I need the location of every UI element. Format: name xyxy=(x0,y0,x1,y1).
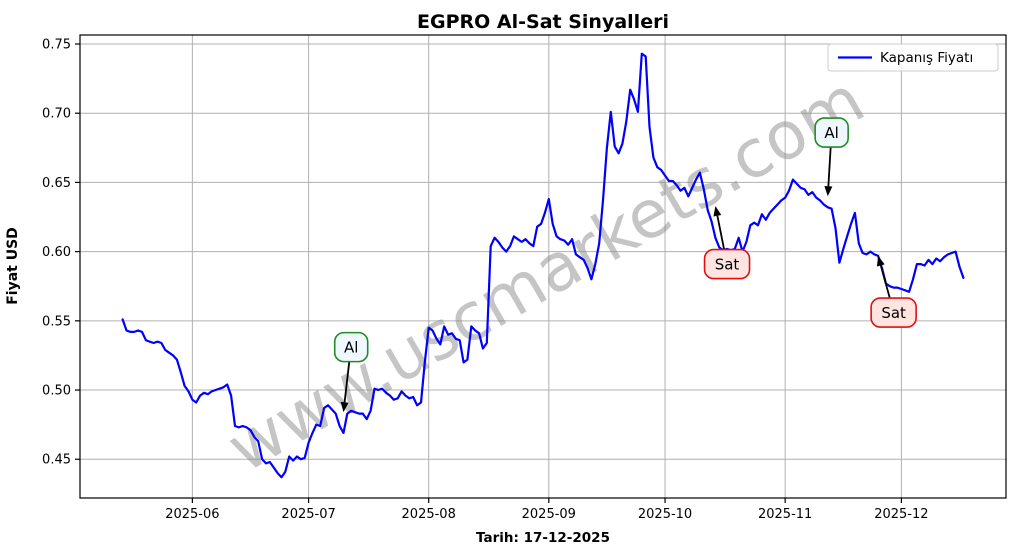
buy-signal-box xyxy=(333,331,369,363)
y-tick-label: 0.50 xyxy=(42,384,71,399)
buy-signal-label: Al xyxy=(344,339,358,357)
sell-signal-label: Sat xyxy=(881,304,906,322)
y-tick-label: 0.75 xyxy=(42,37,71,52)
x-tick-label: 2025-11 xyxy=(758,507,812,522)
y-tick-label: 0.65 xyxy=(42,176,71,191)
sell-signal-label: Sat xyxy=(715,256,740,274)
x-tick-label: 2025-08 xyxy=(402,507,456,522)
signal-arrowhead xyxy=(824,186,833,197)
price-line xyxy=(121,52,965,479)
chart-title: EGPRO Al-Sat Sinyalleri xyxy=(417,11,669,33)
y-tick-label: 0.60 xyxy=(42,245,71,260)
grid-layer xyxy=(80,35,1006,498)
y-tick-label: 0.70 xyxy=(42,107,71,122)
y-axis-label: Fiyat USD xyxy=(5,227,21,305)
legend-label: Kapanış Fiyatı xyxy=(880,50,973,66)
x-tick-label: 2025-09 xyxy=(522,507,576,522)
y-tick-label: 0.45 xyxy=(42,453,71,468)
x-tick-label: 2025-06 xyxy=(165,507,219,522)
signal-arrow xyxy=(716,215,726,250)
legend: Kapanış Fiyatı xyxy=(827,43,999,72)
signal-annotation-layer: Al Sat Al Sat xyxy=(333,117,917,413)
sell-signal-box xyxy=(870,297,917,328)
x-tick-label: 2025-12 xyxy=(874,507,928,522)
buy-signal-box xyxy=(814,117,849,148)
x-tick-label: 2025-07 xyxy=(281,507,335,522)
y-tick-label: 0.55 xyxy=(42,314,71,329)
buy-signal-label: Al xyxy=(824,124,838,142)
tick-layer: 0.45 0.50 0.55 0.60 0.65 0.70 0.75 2025-06 2025-… xyxy=(42,37,929,522)
signal-arrow xyxy=(879,265,891,299)
signal-arrowhead xyxy=(713,205,722,217)
x-tick-label: 2025-10 xyxy=(638,507,692,522)
signal-arrow xyxy=(343,361,351,403)
signal-arrow xyxy=(827,147,832,187)
signal-arrowhead xyxy=(340,401,349,413)
legend-box xyxy=(827,43,999,72)
x-axis-label: Tarih: 17-12-2025 xyxy=(476,530,610,546)
watermark-text: www.uscmarkets.com xyxy=(215,61,877,488)
plot-frame xyxy=(79,34,1007,499)
sell-signal-box xyxy=(703,248,751,280)
signal-arrowhead xyxy=(876,255,885,267)
price-line-layer xyxy=(121,52,965,479)
